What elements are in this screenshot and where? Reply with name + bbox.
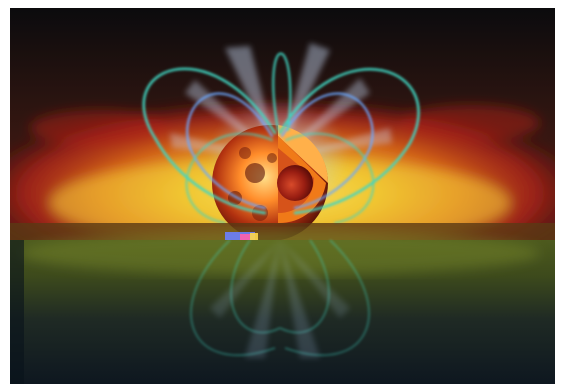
star-magnetic-field-artwork <box>10 8 555 384</box>
magnetic-field-lines <box>142 52 420 224</box>
lower-band <box>10 223 555 384</box>
star-illustration <box>10 8 555 384</box>
